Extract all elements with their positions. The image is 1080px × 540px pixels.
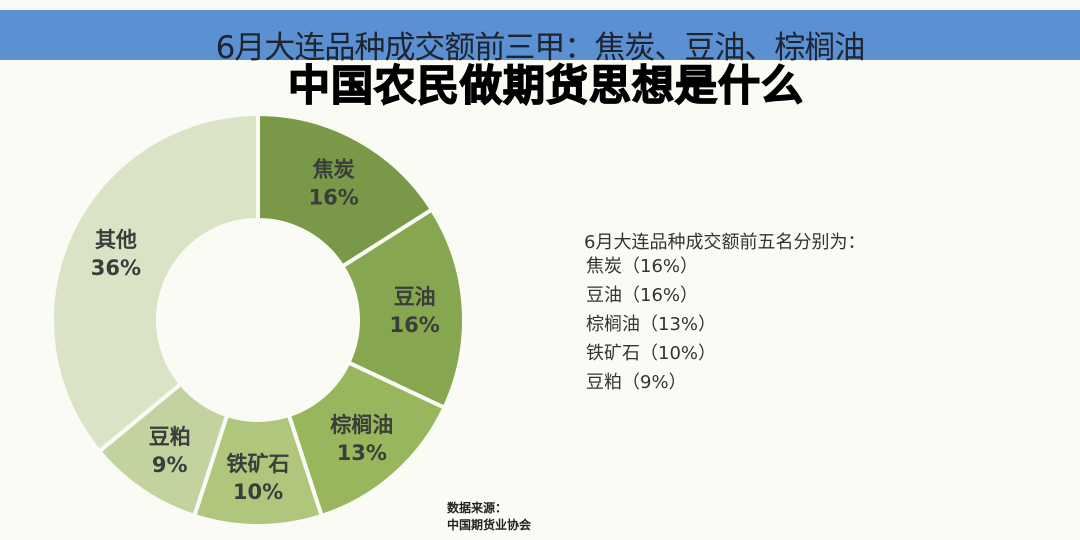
slice-label: 铁矿石	[227, 452, 290, 476]
list-item: 棕榈油（13%）	[586, 314, 717, 335]
page-title: 6月大连品种成交额前三甲：焦炭、豆油、棕榈油	[215, 30, 866, 66]
list-item: 豆油（16%）	[586, 285, 699, 306]
list-item: 豆粕（9%）	[586, 372, 687, 393]
slice-label: 棕榈油	[330, 413, 393, 437]
slice-value: 13%	[337, 441, 387, 465]
source-label: 数据来源：	[447, 501, 508, 515]
overlay-title: 中国农民做期货思想是什么	[287, 61, 805, 111]
donut-slice	[286, 359, 448, 519]
slice-value: 36%	[91, 256, 141, 280]
slice-value: 10%	[233, 480, 283, 504]
slice-label: 焦炭	[312, 157, 355, 181]
slice-value: 9%	[152, 453, 188, 477]
source-name: 中国期货业协会	[447, 518, 532, 532]
source-note: 数据来源： 中国期货业协会	[447, 500, 531, 534]
donut-slice	[339, 206, 466, 411]
list-item: 铁矿石（10%）	[586, 343, 717, 364]
donut-slice	[50, 111, 260, 455]
slice-label: 其他	[95, 228, 137, 252]
list-item: 焦炭（16%）	[586, 256, 699, 277]
list-heading: 6月大连品种成交额前五名分别为：	[584, 232, 866, 253]
ranking-list: 焦炭（16%） 豆油（16%） 棕榈油（13%） 铁矿石（10%） 豆粕（9%）	[586, 252, 716, 397]
title-banner: 6月大连品种成交额前三甲：焦炭、豆油、棕榈油	[0, 10, 1080, 66]
slice-label: 豆油	[394, 285, 436, 309]
slice-value: 16%	[309, 185, 359, 209]
donut-slice	[256, 111, 435, 270]
slice-value: 16%	[390, 313, 440, 337]
slice-label: 豆粕	[149, 425, 191, 449]
